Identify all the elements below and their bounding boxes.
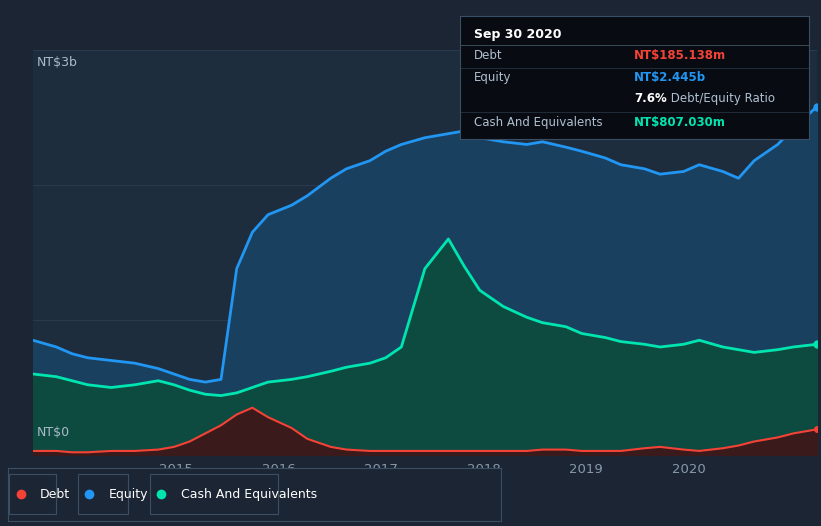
Text: NT$0: NT$0: [37, 426, 70, 439]
Text: Debt/Equity Ratio: Debt/Equity Ratio: [667, 93, 775, 105]
Text: NT$807.030m: NT$807.030m: [635, 116, 726, 129]
Text: NT$185.138m: NT$185.138m: [635, 49, 727, 62]
Text: Debt: Debt: [474, 49, 502, 62]
Text: Debt: Debt: [40, 488, 71, 501]
Text: Cash And Equivalents: Cash And Equivalents: [181, 488, 317, 501]
Text: NT$2.445b: NT$2.445b: [635, 72, 706, 84]
Text: NT$3b: NT$3b: [37, 56, 78, 69]
Text: Equity: Equity: [474, 72, 511, 84]
Text: 7.6%: 7.6%: [635, 93, 667, 105]
Text: Equity: Equity: [109, 488, 149, 501]
Text: Cash And Equivalents: Cash And Equivalents: [474, 116, 603, 129]
Text: Sep 30 2020: Sep 30 2020: [474, 28, 562, 41]
